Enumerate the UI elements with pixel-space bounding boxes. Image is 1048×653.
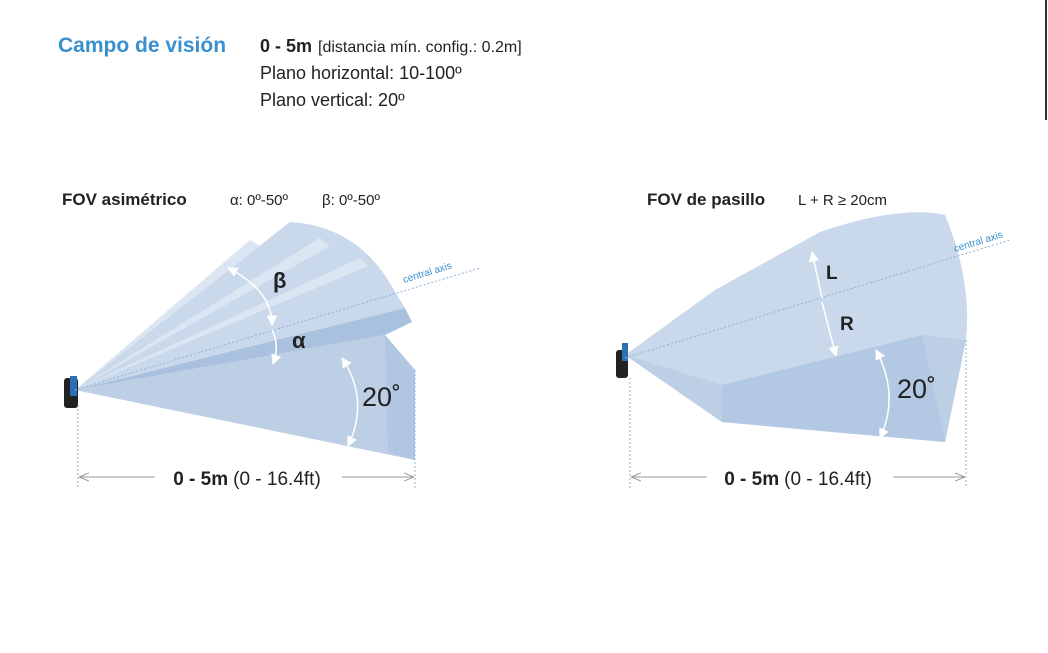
range: 0 - 5m <box>260 36 312 56</box>
panel-title: FOV de pasillo <box>647 190 765 209</box>
side-label: R <box>840 314 854 335</box>
distance-ft: (0 - 16.4ft) <box>784 469 872 490</box>
distance-ft: (0 - 16.4ft) <box>233 469 321 490</box>
panel-title: FOV asimétrico <box>62 190 187 209</box>
fov-shape <box>64 222 415 460</box>
range-line: 0 - 5m [distancia mín. config.: 0.2m] <box>260 36 522 56</box>
angle-label: β <box>273 268 286 293</box>
angle-label: α <box>292 328 306 353</box>
spec: α: 0º-50º <box>230 192 289 209</box>
distance: 0 - 5m (0 - 16.4ft) <box>173 469 321 490</box>
spec: β: 0º-50º <box>322 192 380 209</box>
distance: 0 - 5m (0 - 16.4ft) <box>724 469 872 490</box>
section-title: Campo de visión <box>58 34 226 57</box>
spec-line: Plano vertical: 20º <box>260 90 405 110</box>
central-axis <box>74 267 481 391</box>
axis-label: central axis <box>402 261 454 286</box>
range-note: [distancia mín. config.: 0.2m] <box>318 39 522 56</box>
distance-m: 0 - 5m <box>173 469 228 490</box>
distance-m: 0 - 5m <box>724 469 779 490</box>
fov-shape <box>616 212 968 442</box>
axis-label: central axis <box>953 230 1005 255</box>
vertical-angle: 20˚ <box>362 382 401 412</box>
spec: L + R ≥ 20cm <box>798 192 887 209</box>
central-axis <box>624 239 1011 359</box>
vertical-angle: 20˚ <box>897 374 936 404</box>
side-label: L <box>826 263 838 284</box>
spec-line: Plano horizontal: 10-100º <box>260 63 462 83</box>
